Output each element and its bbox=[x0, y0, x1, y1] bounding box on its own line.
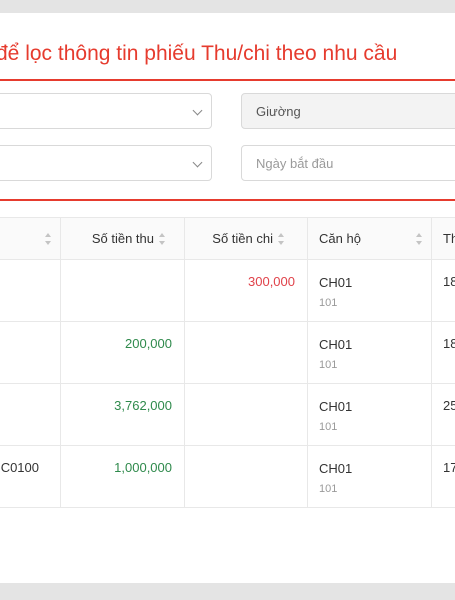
room-number: 101 bbox=[319, 421, 338, 433]
header-cell-expense[interactable]: Số tiền chi bbox=[185, 218, 308, 259]
sort-icon[interactable] bbox=[415, 233, 423, 245]
apartment-code: CH01 bbox=[319, 275, 353, 290]
filter-select-1[interactable] bbox=[0, 93, 212, 129]
sort-icon[interactable] bbox=[277, 232, 285, 245]
transactions-table: Số tiền thu Số tiền chi Căn hộ Th 300,00… bbox=[0, 217, 455, 508]
filter-select-2[interactable] bbox=[0, 145, 212, 181]
apartment-cell: CH01 101 bbox=[308, 322, 432, 383]
header-cell-code[interactable] bbox=[0, 218, 61, 259]
header-cell-apartment[interactable]: Căn hộ bbox=[308, 218, 432, 259]
income-value: 200,000 bbox=[125, 336, 172, 351]
header-cell-next[interactable]: Th bbox=[432, 218, 455, 259]
main-panel: để lọc thông tin phiếu Thu/chi theo nhu … bbox=[0, 13, 455, 583]
table-row[interactable]: 300,000 CH01 101 18 bbox=[0, 260, 455, 322]
income-cell: 200,000 bbox=[61, 322, 185, 383]
income-value: 1,000,000 bbox=[114, 460, 172, 475]
start-date-placeholder: Ngày bắt đầu bbox=[256, 155, 334, 171]
header-income-label: Số tiền thu bbox=[91, 231, 154, 246]
highlight-line-bottom bbox=[0, 199, 455, 201]
table-header-row: Số tiền thu Số tiền chi Căn hộ Th bbox=[0, 217, 455, 260]
next-cell: 17 bbox=[432, 446, 455, 507]
code-cell bbox=[0, 322, 61, 383]
apartment-code: CH01 bbox=[319, 399, 353, 414]
start-date-input[interactable]: Ngày bắt đầu bbox=[241, 145, 455, 181]
expense-cell bbox=[185, 384, 308, 445]
next-value: 18 bbox=[443, 274, 455, 289]
expense-value: 300,000 bbox=[248, 274, 295, 289]
next-cell: 18 bbox=[432, 322, 455, 383]
apartment-info: CH01 101 bbox=[319, 274, 352, 312]
expense-cell bbox=[185, 446, 308, 507]
income-cell bbox=[61, 260, 185, 321]
income-cell: 3,762,000 bbox=[61, 384, 185, 445]
income-cell: 1,000,000 bbox=[61, 446, 185, 507]
income-value: 3,762,000 bbox=[114, 398, 172, 413]
apartment-info: CH01 101 bbox=[319, 460, 352, 498]
room-number: 101 bbox=[319, 297, 338, 309]
code-value: C0100 bbox=[0, 460, 39, 475]
sort-icon[interactable] bbox=[44, 233, 52, 245]
expense-cell bbox=[185, 322, 308, 383]
room-number: 101 bbox=[319, 483, 338, 495]
apartment-cell: CH01 101 bbox=[308, 260, 432, 321]
table-row[interactable]: C0100 1,000,000 CH01 101 17 bbox=[0, 446, 455, 508]
expense-cell: 300,000 bbox=[185, 260, 308, 321]
bed-select[interactable]: Giường bbox=[241, 93, 455, 129]
chevron-down-icon bbox=[192, 105, 203, 116]
sort-icon[interactable] bbox=[158, 232, 166, 245]
header-expense-label: Số tiền chi bbox=[212, 231, 273, 246]
next-value: 17 bbox=[443, 460, 455, 475]
chevron-down-icon bbox=[192, 157, 203, 168]
apartment-code: CH01 bbox=[319, 337, 353, 352]
apartment-info: CH01 101 bbox=[319, 398, 352, 436]
room-number: 101 bbox=[319, 359, 338, 371]
header-apartment-label: Căn hộ bbox=[319, 231, 361, 246]
instruction-text: để lọc thông tin phiếu Thu/chi theo nhu … bbox=[0, 42, 398, 65]
apartment-info: CH01 101 bbox=[319, 336, 352, 374]
header-cell-income[interactable]: Số tiền thu bbox=[61, 218, 185, 259]
code-cell bbox=[0, 260, 61, 321]
next-cell: 18 bbox=[432, 260, 455, 321]
next-value: 25 bbox=[443, 398, 455, 413]
next-cell: 25 bbox=[432, 384, 455, 445]
header-next-label: Th bbox=[443, 231, 455, 246]
table-row[interactable]: 200,000 CH01 101 18 bbox=[0, 322, 455, 384]
code-cell bbox=[0, 384, 61, 445]
code-cell: C0100 bbox=[0, 446, 61, 507]
table-row[interactable]: 3,762,000 CH01 101 25 bbox=[0, 384, 455, 446]
highlight-line-top bbox=[0, 79, 455, 81]
apartment-cell: CH01 101 bbox=[308, 384, 432, 445]
apartment-cell: CH01 101 bbox=[308, 446, 432, 507]
next-value: 18 bbox=[443, 336, 455, 351]
apartment-code: CH01 bbox=[319, 461, 353, 476]
bed-select-value: Giường bbox=[256, 103, 301, 119]
